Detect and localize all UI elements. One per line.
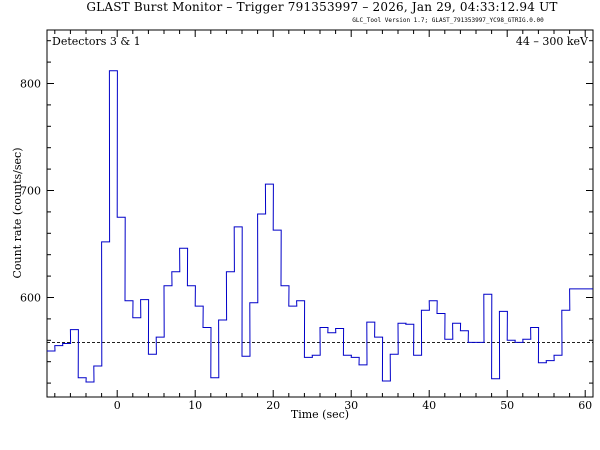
- axis-ticks: [47, 30, 593, 397]
- lightcurve-series: [47, 70, 593, 383]
- energy-range-label: 44 – 300 keV: [516, 35, 589, 48]
- x-tick-label: 20: [266, 399, 280, 412]
- chart-subtitle: GLC_Tool Version 1.7; GLAST_791353997_YC…: [352, 17, 544, 24]
- y-tick-label: 600: [20, 291, 41, 304]
- x-axis-label: Time (sec): [291, 408, 349, 421]
- x-tick-label: 0: [114, 399, 121, 412]
- y-tick-labels: 600 700 800: [20, 77, 41, 304]
- x-tick-label: 30: [344, 399, 358, 412]
- y-tick-label: 800: [20, 77, 41, 90]
- y-axis-label: Count rate (counts/sec): [11, 148, 24, 279]
- y-tick-label: 700: [20, 184, 41, 197]
- x-tick-label: 50: [500, 399, 514, 412]
- x-tick-label: 60: [578, 399, 592, 412]
- chart-title: GLAST Burst Monitor – Trigger 791353997 …: [86, 0, 557, 14]
- x-tick-label: 40: [422, 399, 436, 412]
- x-tick-labels: 0 10 20 30 40 50 60: [114, 399, 593, 412]
- x-tick-label: 10: [188, 399, 202, 412]
- detectors-label: Detectors 3 & 1: [52, 35, 141, 48]
